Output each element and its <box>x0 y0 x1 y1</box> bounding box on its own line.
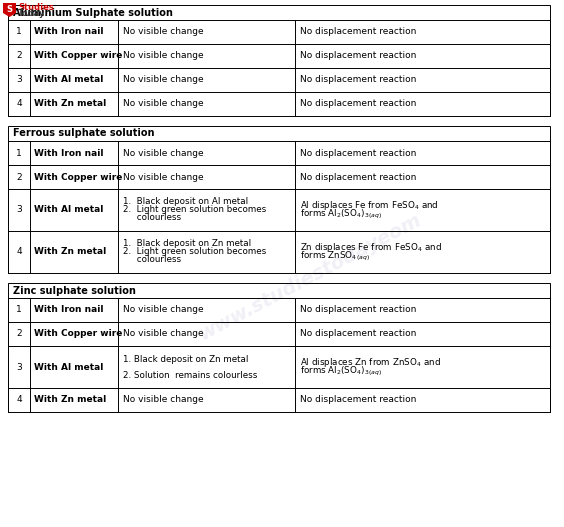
Text: No visible change: No visible change <box>123 100 204 109</box>
Text: No visible change: No visible change <box>123 27 204 36</box>
Text: With Iron nail: With Iron nail <box>34 27 104 36</box>
Text: 1.  Black deposit on Al metal: 1. Black deposit on Al metal <box>123 198 248 207</box>
Text: forms Al$_2$(SO$_4$)$_3$$_{(aq)}$: forms Al$_2$(SO$_4$)$_3$$_{(aq)}$ <box>300 365 382 378</box>
Text: With Copper wire: With Copper wire <box>34 172 122 181</box>
Text: With Al metal: With Al metal <box>34 206 103 214</box>
Text: No displacement reaction: No displacement reaction <box>300 75 416 84</box>
Bar <box>8 283 550 412</box>
Text: 3: 3 <box>16 206 22 214</box>
Text: 2.  Light green solution becomes: 2. Light green solution becomes <box>123 248 266 257</box>
Bar <box>8 5 550 116</box>
Polygon shape <box>3 3 16 17</box>
Text: colourless: colourless <box>123 213 181 222</box>
Text: Al displaces Zn from ZnSO$_4$ and: Al displaces Zn from ZnSO$_4$ and <box>300 356 441 369</box>
Text: Today: Today <box>18 8 45 17</box>
Text: 4: 4 <box>16 248 22 257</box>
Text: 1: 1 <box>16 306 22 315</box>
Text: 1: 1 <box>16 27 22 36</box>
Text: No visible change: No visible change <box>123 395 204 405</box>
Text: 2: 2 <box>16 329 22 338</box>
Text: 3: 3 <box>16 75 22 84</box>
Text: No visible change: No visible change <box>123 306 204 315</box>
Text: Ferrous sulphate solution: Ferrous sulphate solution <box>13 129 155 139</box>
Text: 4: 4 <box>16 395 22 405</box>
Text: 1: 1 <box>16 149 22 158</box>
Text: No displacement reaction: No displacement reaction <box>300 149 416 158</box>
Text: 3: 3 <box>16 363 22 372</box>
Text: No visible change: No visible change <box>123 149 204 158</box>
Text: S: S <box>7 5 12 15</box>
Text: www.studiestodayeom: www.studiestodayeom <box>195 210 425 344</box>
Text: Al displaces Fe from FeSO$_4$ and: Al displaces Fe from FeSO$_4$ and <box>300 199 439 212</box>
Text: Zn displaces Fe from FeSO$_4$ and: Zn displaces Fe from FeSO$_4$ and <box>300 241 442 253</box>
Text: 1. Black deposit on Zn metal: 1. Black deposit on Zn metal <box>123 355 248 364</box>
Text: With Al metal: With Al metal <box>34 363 103 372</box>
Text: forms Al$_2$(SO$_4$)$_3$$_{(aq)}$: forms Al$_2$(SO$_4$)$_3$$_{(aq)}$ <box>300 208 382 221</box>
Text: No displacement reaction: No displacement reaction <box>300 306 416 315</box>
Text: No displacement reaction: No displacement reaction <box>300 27 416 36</box>
Text: With Iron nail: With Iron nail <box>34 306 104 315</box>
Bar <box>8 126 550 273</box>
Text: With Copper wire: With Copper wire <box>34 329 122 338</box>
Text: With Zn metal: With Zn metal <box>34 100 106 109</box>
Text: Studies: Studies <box>18 3 54 12</box>
Text: With Zn metal: With Zn metal <box>34 248 106 257</box>
Text: Zinc sulphate solution: Zinc sulphate solution <box>13 286 136 296</box>
Text: colourless: colourless <box>123 256 181 265</box>
Text: 1.  Black deposit on Zn metal: 1. Black deposit on Zn metal <box>123 239 251 249</box>
Text: Aluminium Sulphate solution: Aluminium Sulphate solution <box>13 7 173 17</box>
Text: No visible change: No visible change <box>123 172 204 181</box>
Text: No displacement reaction: No displacement reaction <box>300 329 416 338</box>
Text: forms ZnSO$_4$$_{(aq)}$: forms ZnSO$_4$$_{(aq)}$ <box>300 250 370 264</box>
Text: With Al metal: With Al metal <box>34 75 103 84</box>
Text: 2.  Light green solution becomes: 2. Light green solution becomes <box>123 206 266 214</box>
Text: No displacement reaction: No displacement reaction <box>300 395 416 405</box>
Text: No displacement reaction: No displacement reaction <box>300 172 416 181</box>
Text: No visible change: No visible change <box>123 75 204 84</box>
Text: With Iron nail: With Iron nail <box>34 149 104 158</box>
Text: 2: 2 <box>16 52 22 61</box>
Text: No displacement reaction: No displacement reaction <box>300 100 416 109</box>
Text: 4: 4 <box>16 100 22 109</box>
Text: With Copper wire: With Copper wire <box>34 52 122 61</box>
Text: 2. Solution  remains colourless: 2. Solution remains colourless <box>123 370 257 379</box>
Text: No visible change: No visible change <box>123 329 204 338</box>
Text: No displacement reaction: No displacement reaction <box>300 52 416 61</box>
Text: With Zn metal: With Zn metal <box>34 395 106 405</box>
Text: No visible change: No visible change <box>123 52 204 61</box>
Text: 2: 2 <box>16 172 22 181</box>
